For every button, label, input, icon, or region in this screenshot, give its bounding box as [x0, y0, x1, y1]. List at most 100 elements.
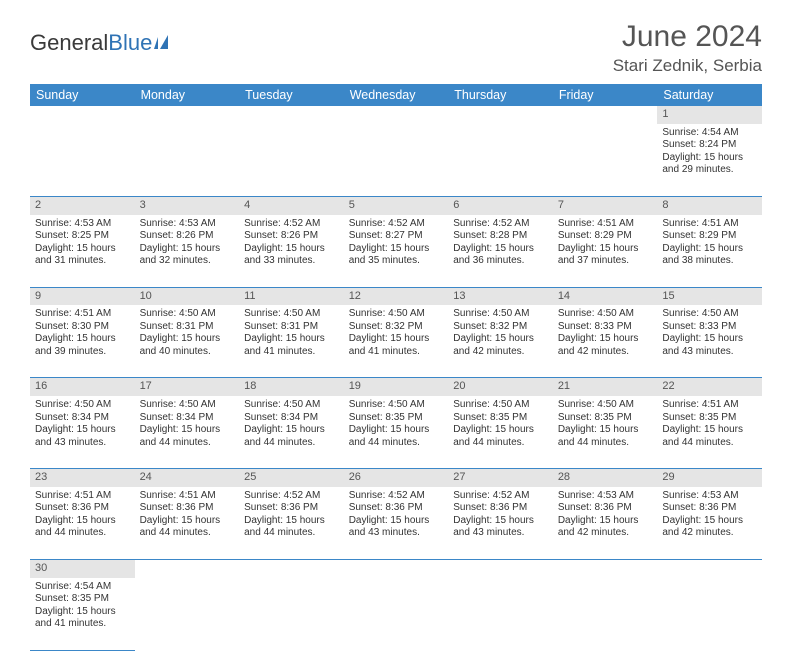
daylight-line: Daylight: 15 hours and 41 minutes. [349, 333, 444, 358]
day-number-cell: 4 [239, 196, 344, 214]
sunset-line: Sunset: 8:34 PM [244, 412, 339, 425]
sunrise-line: Sunrise: 4:50 AM [558, 399, 653, 412]
day-content-cell [135, 124, 240, 197]
sunrise-line: Sunrise: 4:51 AM [662, 218, 757, 231]
sunrise-line: Sunrise: 4:50 AM [244, 399, 339, 412]
day-number-cell [553, 106, 658, 124]
day-number-cell: 12 [344, 287, 449, 305]
day-content-cell: Sunrise: 4:52 AMSunset: 8:36 PMDaylight:… [344, 487, 449, 560]
day-content-cell: Sunrise: 4:52 AMSunset: 8:26 PMDaylight:… [239, 215, 344, 288]
daylight-line: Daylight: 15 hours and 44 minutes. [558, 424, 653, 449]
sunset-line: Sunset: 8:36 PM [140, 502, 235, 515]
daylight-line: Daylight: 15 hours and 38 minutes. [662, 243, 757, 268]
location: Stari Zednik, Serbia [613, 56, 762, 76]
weekday-header: Saturday [657, 84, 762, 106]
sunrise-line: Sunrise: 4:50 AM [662, 308, 757, 321]
sunrise-line: Sunrise: 4:51 AM [140, 490, 235, 503]
day-content-cell: Sunrise: 4:50 AMSunset: 8:32 PMDaylight:… [344, 305, 449, 378]
sunrise-line: Sunrise: 4:54 AM [35, 581, 130, 594]
sunset-line: Sunset: 8:36 PM [453, 502, 548, 515]
day-number-cell: 7 [553, 196, 658, 214]
calendar-table: SundayMondayTuesdayWednesdayThursdayFrid… [30, 84, 762, 651]
weekday-header: Sunday [30, 84, 135, 106]
day-content-cell [30, 124, 135, 197]
day-number-cell [344, 106, 449, 124]
day-number-cell [553, 559, 658, 577]
day-content-cell: Sunrise: 4:51 AMSunset: 8:30 PMDaylight:… [30, 305, 135, 378]
day-content-cell: Sunrise: 4:51 AMSunset: 8:36 PMDaylight:… [135, 487, 240, 560]
weekday-header: Wednesday [344, 84, 449, 106]
day-content-cell [657, 578, 762, 651]
day-content-cell: Sunrise: 4:50 AMSunset: 8:34 PMDaylight:… [239, 396, 344, 469]
sunset-line: Sunset: 8:35 PM [453, 412, 548, 425]
day-content-cell: Sunrise: 4:50 AMSunset: 8:31 PMDaylight:… [135, 305, 240, 378]
daylight-line: Daylight: 15 hours and 42 minutes. [662, 515, 757, 540]
day-content-cell: Sunrise: 4:50 AMSunset: 8:34 PMDaylight:… [135, 396, 240, 469]
daylight-line: Daylight: 15 hours and 44 minutes. [453, 424, 548, 449]
daylight-line: Daylight: 15 hours and 43 minutes. [349, 515, 444, 540]
day-content-cell: Sunrise: 4:53 AMSunset: 8:36 PMDaylight:… [553, 487, 658, 560]
sunset-line: Sunset: 8:35 PM [558, 412, 653, 425]
day-number-cell [30, 106, 135, 124]
weekday-header: Friday [553, 84, 658, 106]
daylight-line: Daylight: 15 hours and 39 minutes. [35, 333, 130, 358]
day-number-cell: 9 [30, 287, 135, 305]
day-content-cell: Sunrise: 4:50 AMSunset: 8:35 PMDaylight:… [448, 396, 553, 469]
day-number-cell [239, 559, 344, 577]
day-number-cell: 13 [448, 287, 553, 305]
day-content-row: Sunrise: 4:51 AMSunset: 8:36 PMDaylight:… [30, 487, 762, 560]
daylight-line: Daylight: 15 hours and 43 minutes. [453, 515, 548, 540]
logo-text-blue: Blue [108, 30, 152, 56]
sunrise-line: Sunrise: 4:52 AM [453, 490, 548, 503]
day-content-cell [448, 124, 553, 197]
sunrise-line: Sunrise: 4:53 AM [140, 218, 235, 231]
sunrise-line: Sunrise: 4:53 AM [662, 490, 757, 503]
day-number-cell [239, 106, 344, 124]
day-content-cell: Sunrise: 4:50 AMSunset: 8:33 PMDaylight:… [657, 305, 762, 378]
day-content-cell [344, 578, 449, 651]
day-number-cell: 21 [553, 378, 658, 396]
daylight-line: Daylight: 15 hours and 43 minutes. [662, 333, 757, 358]
sunset-line: Sunset: 8:34 PM [35, 412, 130, 425]
day-number-cell: 24 [135, 469, 240, 487]
daylight-line: Daylight: 15 hours and 29 minutes. [662, 152, 757, 177]
sunrise-line: Sunrise: 4:53 AM [558, 490, 653, 503]
day-number-row: 23242526272829 [30, 469, 762, 487]
sunset-line: Sunset: 8:33 PM [558, 321, 653, 334]
daylight-line: Daylight: 15 hours and 43 minutes. [35, 424, 130, 449]
sunrise-line: Sunrise: 4:51 AM [558, 218, 653, 231]
daylight-line: Daylight: 15 hours and 44 minutes. [35, 515, 130, 540]
day-number-cell: 6 [448, 196, 553, 214]
sunset-line: Sunset: 8:35 PM [349, 412, 444, 425]
day-number-cell: 20 [448, 378, 553, 396]
day-number-cell: 19 [344, 378, 449, 396]
day-number-cell [135, 106, 240, 124]
daylight-line: Daylight: 15 hours and 44 minutes. [244, 424, 339, 449]
day-number-cell: 27 [448, 469, 553, 487]
day-number-cell [135, 559, 240, 577]
sunrise-line: Sunrise: 4:51 AM [662, 399, 757, 412]
day-number-row: 30 [30, 559, 762, 577]
day-content-cell [239, 124, 344, 197]
day-content-cell: Sunrise: 4:50 AMSunset: 8:35 PMDaylight:… [553, 396, 658, 469]
logo-flag-icon [154, 35, 176, 51]
title-block: June 2024 Stari Zednik, Serbia [613, 20, 762, 76]
day-number-cell: 10 [135, 287, 240, 305]
sunset-line: Sunset: 8:36 PM [662, 502, 757, 515]
day-number-cell: 8 [657, 196, 762, 214]
day-content-row: Sunrise: 4:54 AMSunset: 8:35 PMDaylight:… [30, 578, 762, 651]
month-title: June 2024 [613, 20, 762, 54]
day-content-cell [135, 578, 240, 651]
day-number-cell: 2 [30, 196, 135, 214]
sunset-line: Sunset: 8:36 PM [349, 502, 444, 515]
day-number-row: 16171819202122 [30, 378, 762, 396]
sunrise-line: Sunrise: 4:52 AM [244, 218, 339, 231]
day-number-cell: 29 [657, 469, 762, 487]
day-content-cell: Sunrise: 4:54 AMSunset: 8:24 PMDaylight:… [657, 124, 762, 197]
day-content-cell [553, 578, 658, 651]
day-number-cell: 28 [553, 469, 658, 487]
sunrise-line: Sunrise: 4:50 AM [244, 308, 339, 321]
day-number-cell: 3 [135, 196, 240, 214]
day-content-cell: Sunrise: 4:50 AMSunset: 8:34 PMDaylight:… [30, 396, 135, 469]
daylight-line: Daylight: 15 hours and 32 minutes. [140, 243, 235, 268]
